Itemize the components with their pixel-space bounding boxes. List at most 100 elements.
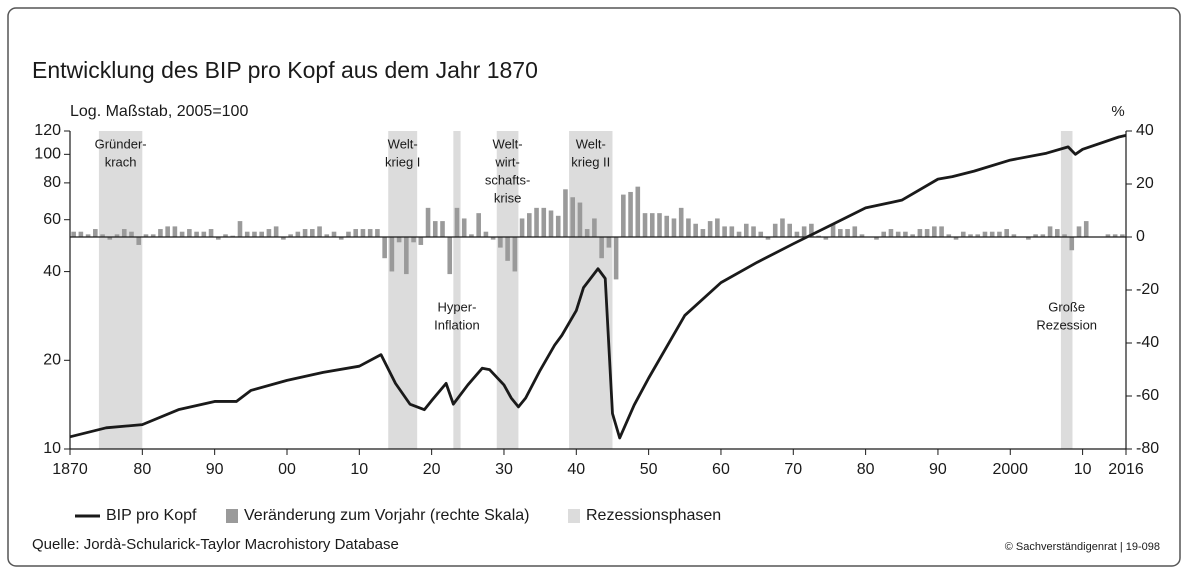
y-tick-label: 20	[43, 352, 61, 369]
band-label: Welt-	[388, 136, 418, 151]
x-tick-label: 40	[567, 461, 585, 478]
recession-band	[98, 131, 143, 449]
bar	[93, 229, 98, 237]
bar	[1105, 234, 1111, 237]
bar	[570, 197, 576, 237]
bar	[1083, 221, 1089, 237]
line	[69, 133, 1127, 440]
bar	[418, 237, 424, 245]
bar	[794, 231, 800, 237]
bar	[208, 229, 214, 237]
bar	[1069, 237, 1075, 251]
bar	[114, 234, 120, 237]
bar	[1004, 229, 1009, 237]
credit: © Sachverständigenrat | 19-098	[1005, 541, 1160, 553]
bar	[1033, 234, 1038, 237]
y-tick-label: 80	[43, 174, 61, 191]
bar	[324, 234, 330, 237]
bar	[1040, 234, 1046, 237]
bar	[1076, 226, 1082, 237]
bar	[555, 215, 561, 237]
band-label: Inflation	[434, 317, 480, 332]
recession-band	[388, 131, 418, 449]
bar	[859, 234, 865, 237]
band-label: Gründer-	[95, 136, 147, 151]
x-tick-label: 10	[350, 461, 368, 478]
bar	[989, 231, 995, 237]
bar	[613, 237, 619, 280]
bar	[1062, 234, 1067, 237]
y2-tick-label: 20	[1136, 175, 1154, 192]
bar	[772, 223, 778, 237]
legend-label: BIP pro Kopf	[106, 507, 197, 524]
bar	[505, 237, 510, 261]
bar	[425, 207, 431, 237]
bar	[129, 231, 134, 237]
bar	[281, 237, 286, 240]
bar	[946, 234, 952, 237]
bar	[621, 194, 626, 237]
legend-label: Rezessionsphasen	[586, 507, 721, 524]
bar	[165, 226, 170, 237]
bar	[360, 229, 366, 237]
bar	[71, 231, 76, 237]
bar	[215, 237, 221, 240]
bar	[432, 221, 438, 237]
y2-tick-label: -40	[1136, 334, 1159, 351]
band-label: krise	[494, 190, 521, 205]
bar	[1011, 234, 1017, 237]
bar	[932, 226, 937, 237]
bar	[244, 231, 250, 237]
bar	[201, 231, 207, 237]
band-label: krieg II	[571, 154, 610, 169]
bar	[910, 234, 915, 237]
bar	[85, 234, 91, 237]
bar	[743, 223, 749, 237]
bar	[404, 237, 409, 275]
bar	[664, 215, 670, 237]
bar	[317, 226, 322, 237]
bar	[288, 234, 293, 237]
bar	[100, 234, 105, 237]
y2-tick-label: -60	[1136, 387, 1159, 404]
lines	[69, 133, 1127, 440]
bar	[751, 226, 756, 237]
bar	[1055, 229, 1060, 237]
x-tick-label: 00	[278, 461, 296, 478]
x-tick-label: 20	[423, 461, 441, 478]
bar	[259, 231, 264, 237]
bar	[657, 213, 662, 237]
bar	[527, 213, 532, 237]
bar	[469, 234, 474, 237]
bar	[411, 237, 416, 243]
bar	[888, 229, 894, 237]
x-tick-label: 90	[206, 461, 224, 478]
bar	[1047, 226, 1053, 237]
bar	[375, 229, 380, 237]
band-label: Hyper-	[437, 299, 476, 314]
bar	[686, 218, 691, 237]
x-tick-label: 2000	[992, 461, 1028, 478]
bar	[678, 207, 684, 237]
y-tick-label: 40	[43, 263, 61, 280]
band-label: Welt-	[576, 136, 606, 151]
bar	[454, 207, 460, 237]
band-label: Welt-	[493, 136, 523, 151]
legend: BIP pro Kopf Veränderung zum Vorjahr (rec…	[75, 507, 721, 524]
bar	[519, 218, 525, 237]
x-tick-label: 50	[640, 461, 658, 478]
bar	[809, 223, 814, 237]
bar	[823, 237, 829, 240]
bar	[461, 218, 467, 237]
bar	[895, 231, 901, 237]
bar	[830, 223, 836, 237]
x-tick-label: 60	[712, 461, 730, 478]
bar	[353, 229, 359, 237]
y-tick-label: 120	[34, 122, 61, 139]
bars	[71, 186, 1125, 280]
x-tick-label: 10	[1074, 461, 1092, 478]
x-tick-label: 80	[133, 461, 151, 478]
bar	[447, 237, 453, 275]
axes: 10 20 40 60 80 100 120 -80 -60 -40 -20 0 20 40 1870 80 9…	[34, 122, 1159, 478]
